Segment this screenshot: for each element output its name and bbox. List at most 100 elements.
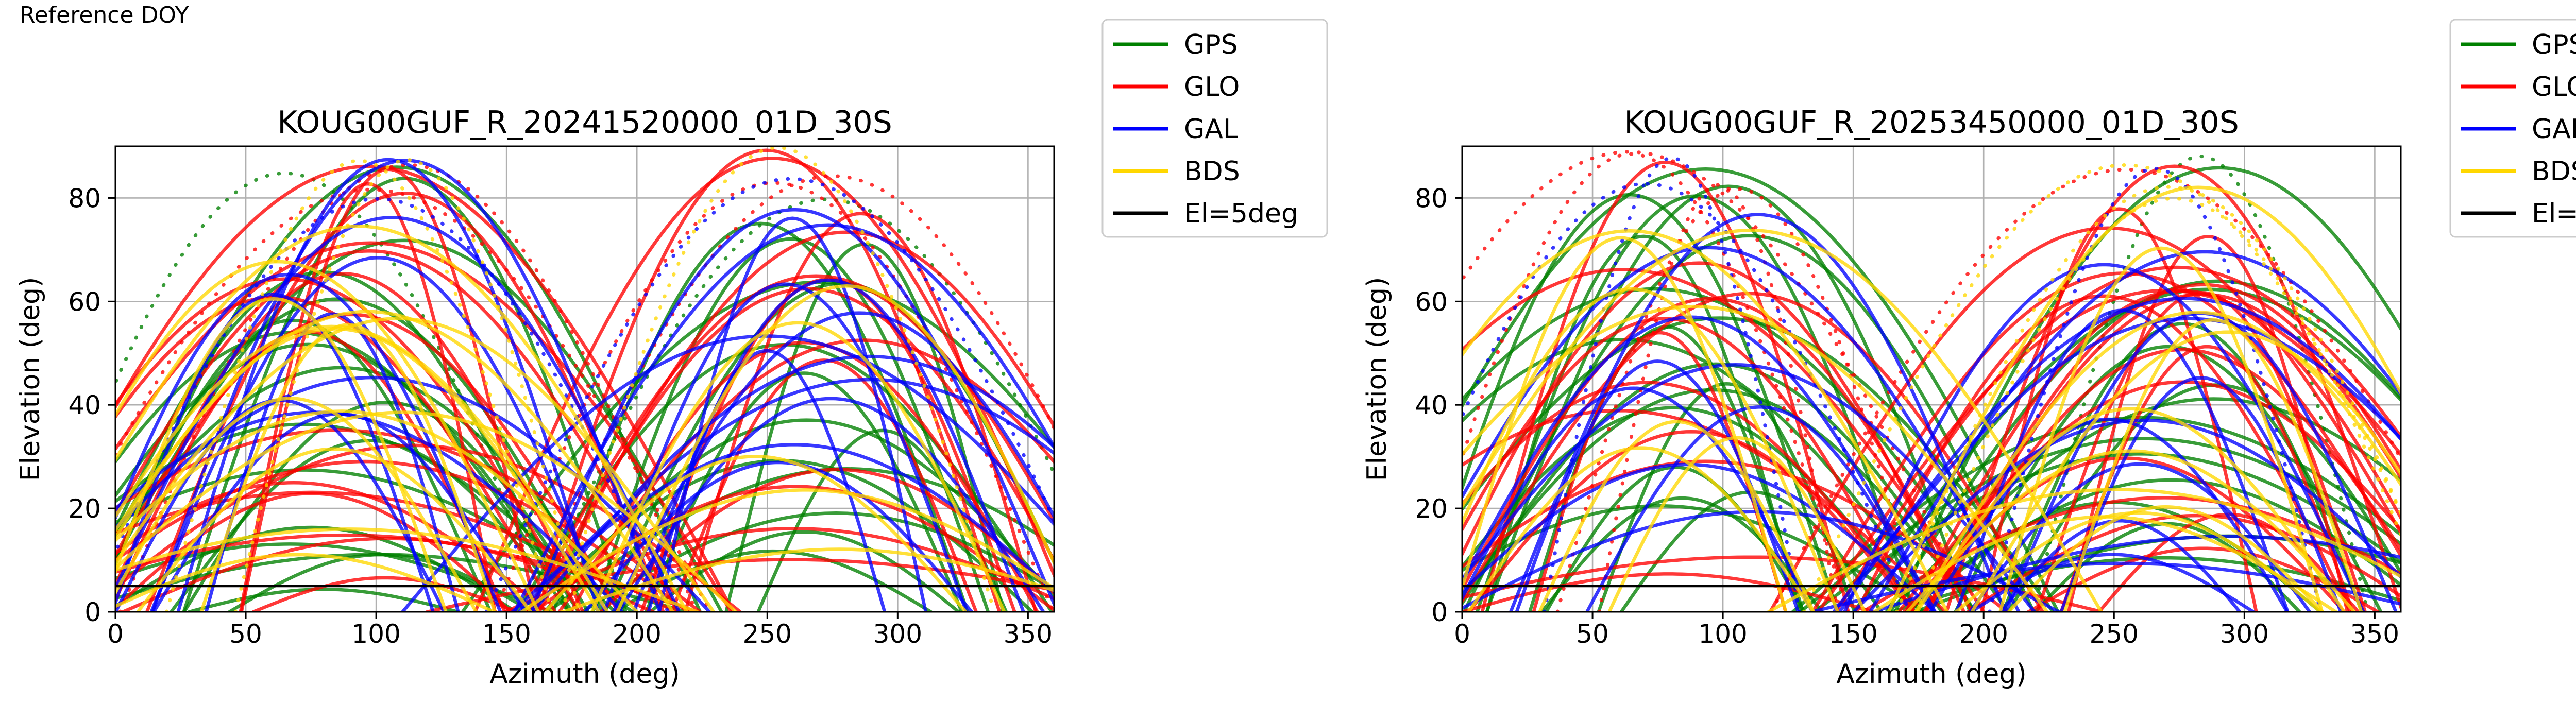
chart-2-glo-track-14 (1462, 268, 1986, 612)
chart-1-bds-track-14 (520, 488, 1054, 612)
chart-2-gal-track-20 (1832, 317, 2401, 612)
chart-2-gal-track-17 (1462, 462, 1937, 612)
chart-1-bds-track-7 (199, 323, 497, 612)
chart-2-gps-track-22 (2031, 154, 2370, 612)
chart-2-gal-track-8 (2059, 376, 2343, 612)
chart-2-gal-track-18 (1969, 553, 2256, 612)
chart-1-ytick-label-0: 0 (84, 597, 101, 627)
chart-2-gal-track-2 (1852, 418, 2401, 612)
chart-2-gal-track-6 (1462, 363, 2036, 612)
chart-2-xtick-label-350: 350 (2350, 619, 2399, 649)
chart-1-gps-track-19 (648, 530, 961, 612)
chart-1-glo-track-19 (115, 249, 680, 612)
chart-1-gps-track-7 (115, 542, 552, 612)
chart-2-axes-frame (1461, 145, 2402, 613)
chart-2-glo-track-21 (2026, 546, 2380, 612)
chart-1-gal-track-25 (176, 158, 600, 612)
chart-2-gal-track-16 (1998, 519, 2242, 612)
chart-2-xtick-label-200: 200 (1959, 619, 2008, 649)
chart-1-gal-track-10 (115, 375, 711, 612)
chart-2-legend: GPS GLO GAL BDS El=5deg (2449, 19, 2576, 238)
chart-2-bds-track-8 (1462, 228, 2103, 612)
chart-2-bds-track-12 (1970, 330, 2401, 612)
chart-2-bds-track-16 (1767, 488, 2401, 612)
chart-2-glo-track-38 (1555, 187, 1921, 612)
chart-2-xtick-label-0: 0 (1454, 619, 1470, 649)
chart-1-gal-track-12 (511, 443, 1054, 612)
chart-1-ytick-label-20: 20 (68, 494, 101, 524)
chart-2-glo-track-17 (1462, 317, 1913, 612)
chart-2-xtick-label-250: 250 (2090, 619, 2139, 649)
chart-1-bds-track-20 (115, 327, 601, 612)
chart-2-x-axis-label: Azimuth (deg) (1836, 659, 2026, 690)
chart-2-legend-label-2: GLO (2532, 72, 2576, 102)
chart-2-legend-label-5: El=5deg (2532, 198, 2576, 229)
chart-1-gal-track-5 (115, 197, 670, 612)
chart-2-gal-track-4 (1462, 182, 1911, 612)
chart-2-bds-track-21 (2007, 505, 2325, 612)
chart-1-gal-track-19 (530, 208, 1054, 612)
chart-1-glo-track-24 (569, 340, 1039, 612)
chart-1-x-axis-label: Azimuth (deg) (489, 659, 680, 690)
chart-1-gal-track-2 (531, 354, 1054, 612)
chart-1-bds-track-11 (233, 158, 581, 612)
chart-1-gal-track-15 (150, 159, 662, 612)
chart-1-legend-label-4: BDS (1184, 156, 1240, 187)
chart-1-xtick-label-150: 150 (482, 619, 531, 649)
chart-2-gal-track-7 (1988, 166, 2323, 612)
chart-2-gps-track-3 (1462, 287, 2010, 612)
chart-1-glo-track-10 (251, 576, 518, 612)
chart-2-gal-track-25 (1868, 250, 2401, 612)
chart-2-bds-track-6 (1607, 436, 1867, 612)
chart-2-bds-track-18 (1895, 185, 2401, 612)
chart-2-xtick-label-50: 50 (1576, 619, 1609, 649)
chart-1-gal-track-17 (612, 311, 1054, 612)
chart-1-gps-track-31 (115, 171, 548, 612)
chart-2-gps-track-34 (1885, 279, 2401, 612)
chart-1-y-axis-label: Elevation (deg) (15, 277, 46, 482)
chart-1-bds-track-3 (544, 455, 968, 612)
chart-2-xtick-label-300: 300 (2220, 619, 2269, 649)
chart-1-legend: GPS GLO GAL BDS El=5deg (1101, 19, 1328, 238)
chart-1-legend-box (1101, 19, 1328, 238)
chart-1-glo-track-31 (531, 148, 1002, 612)
chart-2-bds-track-7 (1462, 304, 2049, 612)
chart-2-gps-track-33 (1893, 166, 2401, 612)
chart-2-glo-track-22 (1480, 160, 1850, 612)
chart-1-xtick-label-250: 250 (743, 619, 792, 649)
chart-1-xtick-label-200: 200 (613, 619, 662, 649)
chart-2-glo-track-26 (1768, 226, 2401, 612)
chart-2-legend-label-4: BDS (2532, 156, 2576, 187)
chart-2-bds-track-17 (1538, 420, 1816, 612)
chart-2-title: KOUG00GUF_R_20253450000_01D_30S (1624, 105, 2239, 141)
chart-2-bds-track-14 (1954, 511, 2323, 612)
chart-2-legend-label-3: GAL (2532, 114, 2576, 145)
chart-2-gal-track-15 (1462, 246, 2021, 612)
chart-2-bds-track-10 (1802, 163, 2401, 612)
chart-1-bds-track-5 (115, 324, 609, 612)
chart-2-bds-track-11 (1905, 449, 2357, 612)
chart-1-bds-track-8 (115, 397, 478, 612)
chart-2-gps-track-9 (1954, 345, 2383, 612)
chart-2-ytick-label-40: 40 (1415, 390, 1448, 420)
chart-2-ytick-label-20: 20 (1415, 494, 1448, 524)
chart-2-bds-track-19 (1998, 246, 2324, 612)
chart-2-ytick-label-0: 0 (1431, 597, 1448, 627)
chart-2-gal-track-22 (1838, 297, 2401, 612)
chart-2-glo-track-12 (1597, 183, 1840, 612)
chart-1-glo-track-27 (683, 212, 1038, 612)
chart-1-gal-track-13 (149, 255, 607, 612)
chart-1-gps-track-26 (170, 439, 570, 612)
chart-2-gal-track-14 (1585, 405, 1935, 612)
chart-2-glo-track-29 (1944, 164, 2401, 612)
chart-2-ytick-label-60: 60 (1415, 287, 1448, 317)
chart-1-glo-track-2 (115, 272, 585, 612)
reference-doy-label: Reference DOY (20, 2, 189, 28)
chart-1-xtick-label-0: 0 (107, 619, 124, 649)
chart-2-legend-label-1: GPS (2532, 29, 2576, 60)
chart-1-glo-track-37 (526, 274, 1054, 612)
chart-1-group: 0 50 100 150 200 250 300 350 0 20 40 60 80 KOUG00GUF_… (15, 19, 1328, 690)
chart-1-glo-track-4 (115, 277, 581, 612)
chart-2-bds-track-3 (2063, 318, 2363, 612)
